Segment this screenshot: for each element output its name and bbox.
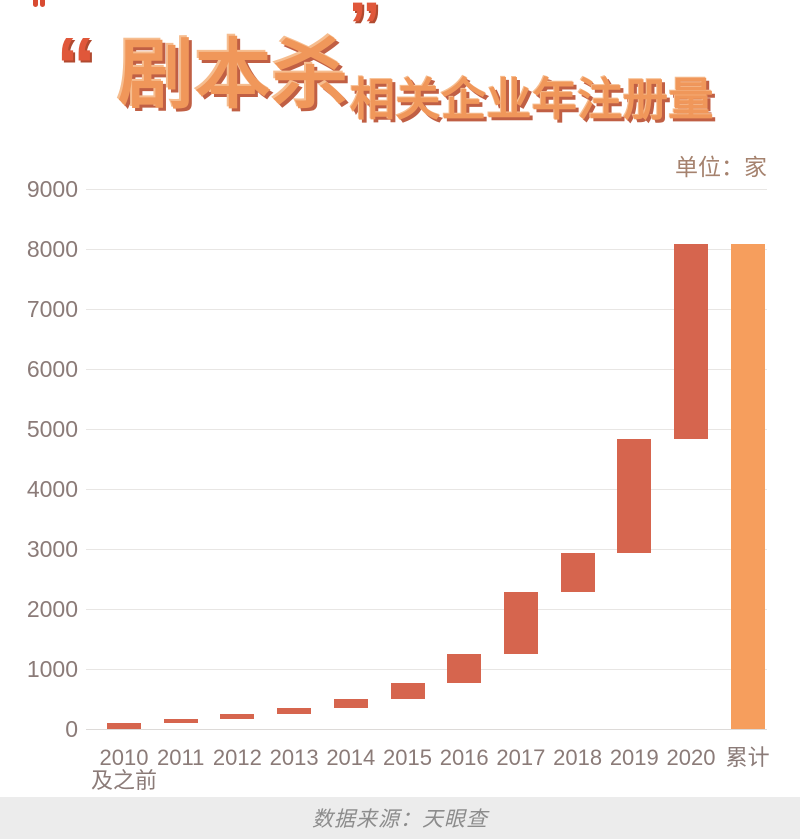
y-axis-labels: 0 1000 2000 3000 4000 5000 6000 7000 8000 9000 [0,176,78,749]
y-tick-label-8000: 8000 [26,236,78,262]
y-tick-label-3000: 3000 [26,536,78,562]
y-tick-label-0: 0 [65,716,78,742]
x-tick-label-2018: 2018 [553,745,603,770]
title-highlight: 剧本杀 [118,33,349,118]
x-tick-label-2011: 2011 [157,745,205,770]
y-tick-label-2000: 2000 [26,596,78,622]
unit-label: 单位：家 [675,154,767,180]
y-tick-label-1000: 1000 [26,656,78,682]
y-tick-label-9000: 9000 [26,176,78,202]
bar-2011 [163,718,198,723]
gridline-8000 [86,248,767,250]
x-tick-label-2017: 2017 [496,745,546,770]
bar-2019 [617,438,652,553]
gridline-5000 [86,428,767,430]
source-footer: 数据来源：天眼查 [0,797,800,839]
title-rest: 相关企业年注册量 [350,74,715,125]
bar-累计 [730,244,765,729]
gridline-0 [86,728,767,730]
bar-2017 [503,591,538,655]
chart-title: “ 剧本杀 ” 相关企业年注册量 [0,0,800,140]
bar-2014 [333,699,368,708]
bar-2018 [560,552,595,592]
gridline-2000 [86,608,767,610]
y-tick-label-6000: 6000 [26,356,78,382]
x-tick-label-2019: 2019 [609,745,659,770]
plot-area [86,188,767,730]
x-tick-label-2014: 2014 [326,745,376,770]
bar-2012 [220,714,255,719]
y-tick-label-7000: 7000 [26,296,78,322]
bar-2013 [277,708,312,714]
gridline-3000 [86,548,767,550]
close-quote: ” [348,0,381,62]
gridline-7000 [86,308,767,310]
open-quote: “ [56,21,96,110]
y-tick-label-5000: 5000 [26,416,78,442]
x-tick-label-2020: 2020 [666,745,716,770]
gridline-9000 [86,188,767,190]
x-tick-label-累计: 累计 [725,745,770,770]
corner-quote-mark [33,0,47,7]
y-tick-label-4000: 4000 [26,476,78,502]
gridline-1000 [86,668,767,670]
bar-2016 [447,654,482,683]
bar-2015 [390,682,425,699]
bar-2010及之前 [107,723,141,729]
x-tick-label-2013: 2013 [269,745,319,770]
gridline-4000 [86,488,767,490]
x-tick-label-2012: 2012 [212,745,262,770]
source-text: 数据来源：天眼查 [312,808,488,831]
bar-2020 [674,244,708,439]
x-axis-labels: 2010 及之前 2011 2012 2013 2014 2015 2016 2017 2018 2… [86,741,800,792]
x-tick-label-2010及之前: 2010 及之前 [90,745,157,793]
x-tick-label-2016: 2016 [439,745,489,770]
gridline-6000 [86,368,767,370]
x-tick-label-2015: 2015 [383,745,432,770]
